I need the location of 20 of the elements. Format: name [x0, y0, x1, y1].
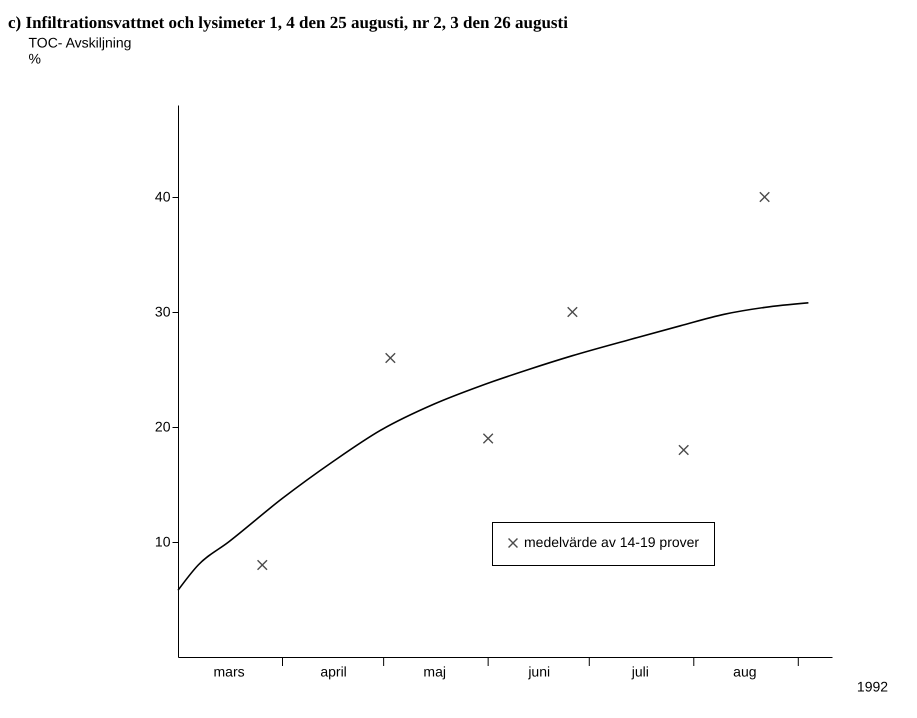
point [482, 433, 494, 444]
point [566, 306, 578, 318]
y-tick-label: 30 [154, 304, 171, 320]
x-tick-label: maj [423, 664, 446, 680]
point [384, 352, 396, 364]
point [759, 192, 770, 202]
x-axis-title: 1992 [856, 678, 888, 694]
x-tick-label: juni [527, 664, 550, 680]
y-tick-label: 40 [154, 188, 171, 204]
x-tick-label: aug [733, 664, 757, 680]
y-tick-label: 10 [154, 534, 171, 550]
x-tick-label: juli [630, 664, 649, 680]
point [256, 560, 268, 570]
x-tick-label: april [320, 664, 347, 680]
y-axis-title: TOC- Avskiljning % [28, 34, 132, 66]
x-tick-label: mars [214, 664, 245, 680]
legend-label: medelvärde av 14-19 prover [524, 534, 700, 550]
y-tick-label: 20 [154, 418, 171, 434]
point [678, 444, 690, 456]
chart-title: c) Infiltrationsvattnet och lysimeter 1, 4 den 25 augusti, nr 2, 3 den 26 augusti [8, 13, 568, 32]
